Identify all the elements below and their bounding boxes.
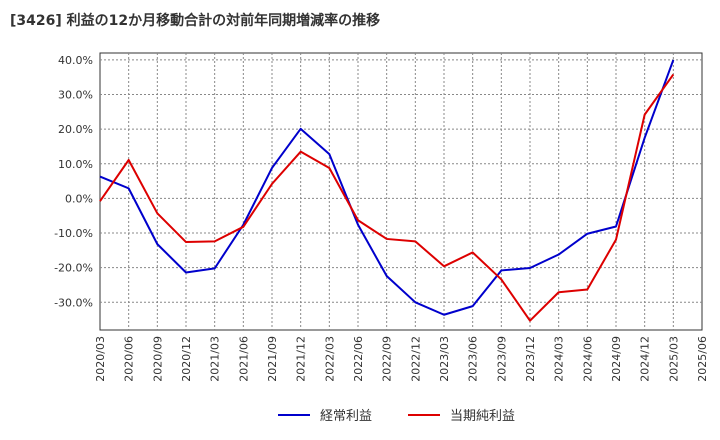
x-tick-label: 2020/09: [151, 336, 164, 382]
x-tick-label: 2020/06: [123, 336, 136, 382]
x-tick-label: 2020/03: [94, 336, 107, 382]
plot-area: [99, 52, 703, 331]
x-tick-label: 2024/09: [610, 336, 623, 382]
x-tick-label: 2021/09: [266, 336, 279, 382]
legend: 経常利益 当期純利益: [278, 409, 515, 424]
series-line-2: [99, 73, 675, 322]
y-tick-label: 20.0%: [58, 123, 93, 136]
x-tick-label: 2025/03: [667, 336, 680, 382]
x-tick-label: 2021/03: [209, 336, 222, 382]
series-layer: [99, 59, 675, 322]
series-line-1: [99, 59, 675, 316]
x-tick-label: 2023/06: [467, 336, 480, 382]
x-tick-label: 2020/12: [180, 336, 193, 382]
x-tick-label: 2022/06: [352, 336, 365, 382]
x-tick-label: 2024/12: [639, 336, 652, 382]
chart-title: [3426] 利益の12か月移動合計の対前年同期増減率の推移: [10, 13, 381, 29]
x-tick-label: 2022/09: [381, 336, 394, 382]
legend-label-1: 経常利益: [320, 409, 372, 424]
x-tick-label: 2021/12: [295, 336, 308, 382]
axis-layer: -30.0% -20.0% -10.0% 0.0% 10.0% 20.0% 30.0% 40.…: [54, 54, 709, 382]
x-tick-label: 2023/03: [438, 336, 451, 382]
x-tick-label: 2023/09: [495, 336, 508, 382]
x-tick-label: 2024/03: [553, 336, 566, 382]
y-tick-label: 0.0%: [65, 192, 93, 205]
x-tick-label: 2024/06: [581, 336, 594, 382]
y-tick-label: 30.0%: [58, 89, 93, 102]
y-tick-label: -30.0%: [54, 296, 93, 309]
x-tick-label: 2025/06: [696, 336, 709, 382]
y-tick-label: 40.0%: [58, 54, 93, 67]
legend-label-2: 当期純利益: [450, 409, 515, 424]
y-tick-label: -20.0%: [54, 262, 93, 275]
y-tick-label: -10.0%: [54, 227, 93, 240]
x-tick-label: 2021/06: [237, 336, 250, 382]
x-tick-label: 2023/12: [524, 336, 537, 382]
grid-layer: [99, 52, 703, 331]
y-tick-label: 10.0%: [58, 158, 93, 171]
x-tick-label: 2022/03: [323, 336, 336, 382]
x-tick-label: 2022/12: [409, 336, 422, 382]
